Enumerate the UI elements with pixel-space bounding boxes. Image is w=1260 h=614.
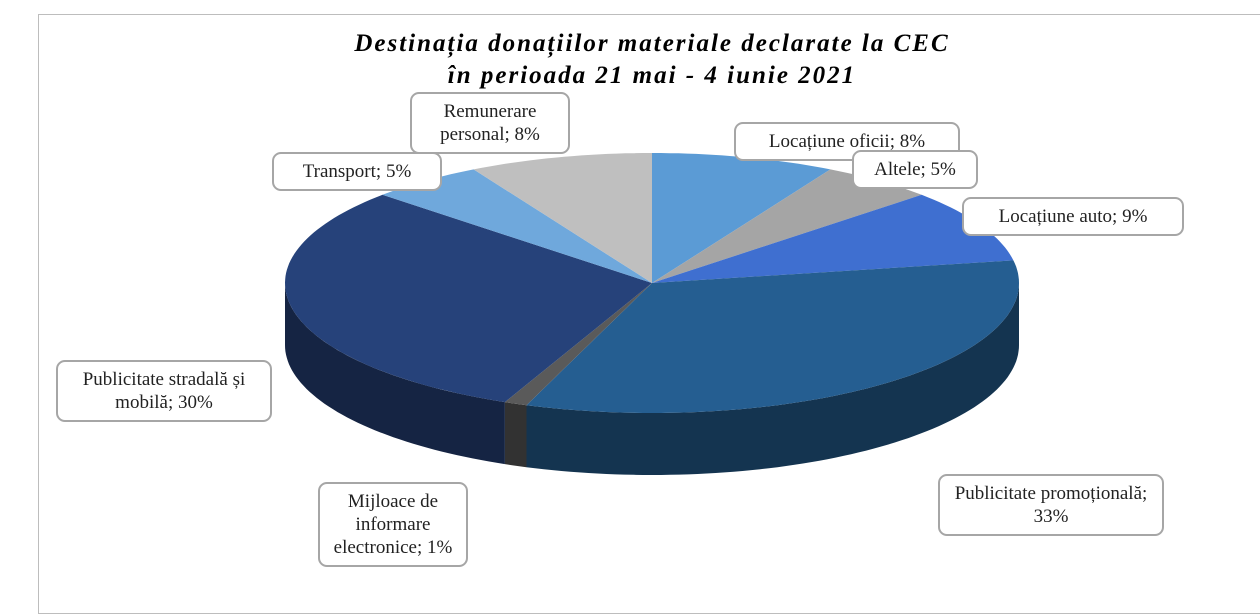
- slice-side: [526, 283, 1019, 475]
- data-label: Transport; 5%: [272, 152, 442, 191]
- slice: [652, 169, 922, 283]
- slice: [382, 169, 652, 283]
- chart: [285, 153, 1019, 475]
- slice-side: [285, 283, 505, 465]
- slice: [504, 283, 652, 406]
- data-label: Remunerare personal; 8%: [410, 92, 570, 154]
- data-label: Publicitate promoțională; 33%: [938, 474, 1164, 536]
- slice-side: [504, 402, 527, 468]
- slice: [652, 194, 1014, 283]
- data-label: Locațiune auto; 9%: [962, 197, 1184, 236]
- data-label: Publicitate stradală și mobilă; 30%: [56, 360, 272, 422]
- slice: [652, 153, 831, 283]
- page: Destinația donațiilor materiale declarat…: [38, 14, 1260, 614]
- chart-title: Destinația donațiilor materiale declarat…: [354, 30, 950, 89]
- data-label: Mijloace de informare electronice; 1%: [318, 482, 468, 567]
- slice: [526, 260, 1019, 413]
- slice: [285, 194, 652, 403]
- slice: [473, 153, 652, 283]
- data-label: Altele; 5%: [852, 150, 978, 189]
